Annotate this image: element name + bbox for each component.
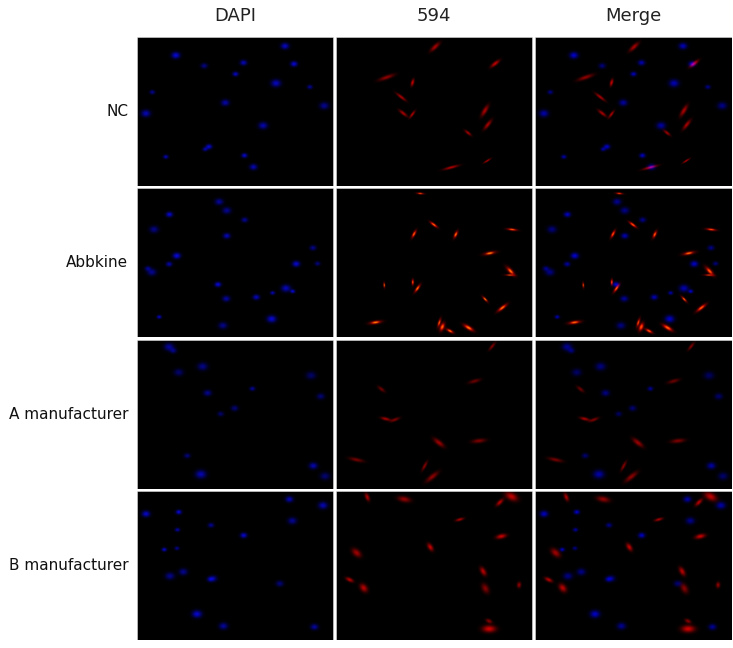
Text: B manufacturer: B manufacturer [9,559,128,573]
Text: 594: 594 [417,7,452,25]
Text: NC: NC [106,104,128,119]
Text: A manufacturer: A manufacturer [9,407,128,422]
Text: Merge: Merge [605,7,662,25]
Text: Abbkine: Abbkine [66,255,128,270]
Text: DAPI: DAPI [214,7,256,25]
